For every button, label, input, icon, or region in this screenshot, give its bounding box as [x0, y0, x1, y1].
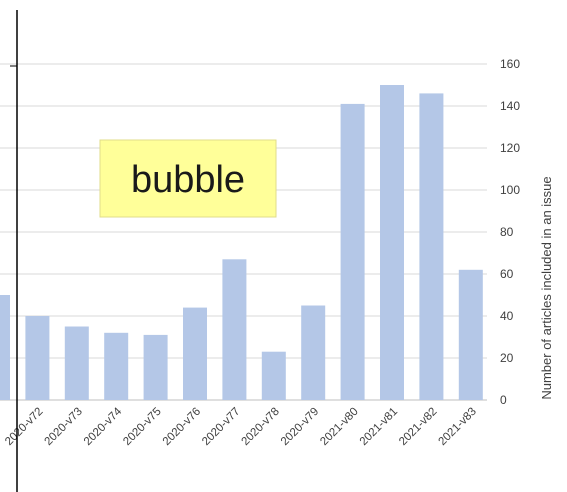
x-tick-label: 2020-v73 — [43, 406, 85, 448]
y-tick-label: 140 — [500, 99, 520, 113]
bar — [104, 332, 129, 400]
bubble-callout: bubble — [99, 139, 277, 218]
bar — [0, 295, 10, 400]
y-axis-title: Number of articles included in an issue — [539, 176, 554, 399]
bar — [183, 307, 207, 400]
y-tick-label: 80 — [500, 225, 514, 239]
y-tick-label: 0 — [500, 393, 507, 407]
x-tick-label: 2020-v79 — [279, 406, 321, 448]
y-tick-labels: 0 20 40 60 80 100 120 140 160 — [500, 57, 520, 407]
y-tick-label: 160 — [500, 57, 520, 71]
x-tick-label: 2020-v76 — [161, 406, 203, 448]
bubble-callout-text: bubble — [131, 159, 245, 201]
bar — [261, 351, 286, 400]
bar — [380, 85, 404, 400]
x-tick-label: 2020-v74 — [82, 405, 125, 448]
bar — [64, 326, 89, 400]
x-tick-label: 2021-v83 — [437, 406, 479, 448]
bars — [0, 85, 483, 401]
bubble-callout-box — [99, 139, 277, 218]
bar — [458, 269, 483, 400]
y-tick-label: 100 — [500, 183, 520, 197]
bar — [25, 316, 50, 400]
y-tick-label: 20 — [500, 351, 514, 365]
x-tick-label: 2021-v81 — [358, 406, 400, 448]
bar — [301, 305, 326, 400]
x-tick-label: 2020-v72 — [3, 406, 45, 448]
x-tick-label: 2021-v80 — [318, 406, 360, 448]
x-tick-label: 2021-v82 — [397, 406, 439, 448]
x-tick-label: 2020-v78 — [240, 406, 282, 448]
y-tick-label: 60 — [500, 267, 514, 281]
bar — [419, 93, 444, 401]
x-tick-label: 2020-v75 — [121, 406, 163, 448]
bar — [340, 103, 365, 401]
bar — [222, 259, 247, 400]
x-tick-labels: 2020-v722020-v732020-v742020-v752020-v76… — [3, 405, 479, 448]
bar — [143, 334, 168, 400]
y-tick-label: 40 — [500, 309, 514, 323]
y-tick-label: 120 — [500, 141, 520, 155]
x-tick-label: 2020-v77 — [200, 406, 242, 448]
